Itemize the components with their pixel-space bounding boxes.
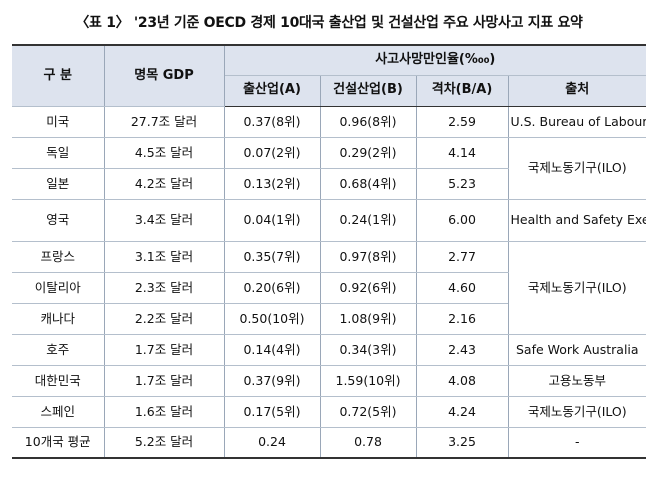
header-all-industry: 출산업(A) <box>224 75 321 107</box>
all-industry-cell: 0.13(2위) <box>223 168 321 200</box>
gdp-cell: 3.1조 달러 <box>103 241 225 273</box>
header-category: 구 분 <box>12 44 105 107</box>
gdp-cell: 2.3조 달러 <box>103 272 225 304</box>
header-source: 출처 <box>507 75 647 107</box>
source-cell: Safe Work Australia <box>507 334 647 366</box>
table-row: 캐나다 2.2조 달러 0.50(10위) 1.08(9위) 2.16 <box>12 303 646 335</box>
construction-cell: 0.34(3위) <box>319 334 417 366</box>
all-industry-cell: 0.37(8위) <box>223 106 321 138</box>
gdp-cell: 1.6조 달러 <box>103 396 225 428</box>
all-industry-cell: 0.50(10위) <box>223 303 321 335</box>
construction-cell: 1.59(10위) <box>319 365 417 397</box>
gdp-cell: 1.7조 달러 <box>103 365 225 397</box>
all-industry-cell: 0.14(4위) <box>223 334 321 366</box>
country-cell: 일본 <box>12 168 105 200</box>
gap-cell: 4.14 <box>415 137 509 169</box>
gap-cell: 2.77 <box>415 241 509 273</box>
gap-cell: 2.16 <box>415 303 508 335</box>
all-industry-cell: 0.04(1위) <box>223 199 321 242</box>
table-caption: 〈표 1〉 '23년 기준 OECD 경제 10대국 출산업 및 건설산업 주요… <box>75 15 583 31</box>
source-cell: 고용노동부 <box>507 365 647 397</box>
construction-cell: 1.08(9위) <box>319 303 417 335</box>
header-gdp: 명목 GDP <box>103 44 225 107</box>
country-cell: 영국 <box>12 199 105 242</box>
country-cell: 독일 <box>12 137 105 169</box>
table-row: 이탈리아 2.3조 달러 0.20(6위) 0.92(6위) 4.60 <box>12 272 646 304</box>
header-subrow: 출산업(A) 건설산업(B) 격차(B/A) 출처 <box>12 75 647 107</box>
all-industry-cell: 0.24 <box>223 427 321 459</box>
gap-cell: 2.43 <box>415 334 509 366</box>
header-construction: 건설산업(B) <box>319 75 417 107</box>
table-row: 독일 4.5조 달러 0.07(2위) 0.29(2위) 4.14 국제노동기구… <box>12 137 647 200</box>
country-cell: 대한민국 <box>12 365 105 397</box>
gap-cell: 6.00 <box>415 199 509 242</box>
gdp-cell: 4.5조 달러 <box>103 137 225 169</box>
table-row: 대한민국 1.7조 달러 0.37(9위) 1.59(10위) 4.08 고용노… <box>12 365 647 397</box>
construction-cell: 0.29(2위) <box>319 137 417 169</box>
gap-cell: 3.25 <box>415 427 509 459</box>
table-row: 스페인 1.6조 달러 0.17(5위) 0.72(5위) 4.24 국제노동기… <box>12 396 647 428</box>
table-row: 호주 1.7조 달러 0.14(4위) 0.34(3위) 2.43 Safe W… <box>12 334 647 366</box>
country-cell: 프랑스 <box>12 241 105 273</box>
table-row: 영국 3.4조 달러 0.04(1위) 0.24(1위) 6.00 Health… <box>12 199 647 242</box>
gap-cell: 4.24 <box>415 396 509 428</box>
all-industry-cell: 0.37(9위) <box>223 365 321 397</box>
table-row: 미국 27.7조 달러 0.37(8위) 0.96(8위) 2.59 U.S. … <box>12 106 647 138</box>
source-cell: 국제노동기구(ILO) <box>507 241 647 335</box>
average-row: 10개국 평균 5.2조 달러 0.24 0.78 3.25 - <box>12 427 647 459</box>
header-row: 구 분 명목 GDP 사고사망만인율(‱) <box>12 44 647 107</box>
construction-cell: 0.24(1위) <box>319 199 417 242</box>
all-industry-cell: 0.17(5위) <box>223 396 321 428</box>
header-gap: 격차(B/A) <box>415 75 509 107</box>
gdp-cell: 1.7조 달러 <box>103 334 225 366</box>
gap-cell: 4.60 <box>415 272 508 304</box>
country-cell: 스페인 <box>12 396 105 428</box>
source-cell: - <box>507 427 647 459</box>
gap-cell: 4.08 <box>415 365 509 397</box>
construction-cell: 0.68(4위) <box>319 168 417 200</box>
country-cell: 캐나다 <box>12 303 105 335</box>
gdp-cell: 5.2조 달러 <box>103 427 225 459</box>
all-industry-cell: 0.20(6위) <box>223 272 321 304</box>
gap-cell: 2.59 <box>415 106 509 138</box>
source-cell: 국제노동기구(ILO) <box>507 396 647 428</box>
source-cell: 국제노동기구(ILO) <box>507 137 647 200</box>
header-rate-group: 사고사망만인율(‱) <box>223 44 647 76</box>
table-row: 일본 4.2조 달러 0.13(2위) 0.68(4위) 5.23 <box>12 168 646 200</box>
all-industry-cell: 0.07(2위) <box>223 137 321 169</box>
gdp-cell: 2.2조 달러 <box>103 303 225 335</box>
source-cell: U.S. Bureau of Labour <box>507 106 647 138</box>
gap-cell: 5.23 <box>415 168 508 200</box>
gdp-cell: 27.7조 달러 <box>103 106 225 138</box>
construction-cell: 0.92(6위) <box>319 272 417 304</box>
construction-cell: 0.72(5위) <box>319 396 417 428</box>
table-row: 프랑스 3.1조 달러 0.35(7위) 0.97(8위) 2.77 국제노동기… <box>12 241 647 335</box>
construction-cell: 0.78 <box>319 427 417 459</box>
gdp-cell: 3.4조 달러 <box>103 199 225 242</box>
gdp-cell: 4.2조 달러 <box>103 168 225 200</box>
source-cell: Health and Safety Executive <box>507 199 647 242</box>
country-cell: 이탈리아 <box>12 272 105 304</box>
country-cell: 10개국 평균 <box>12 427 105 459</box>
all-industry-cell: 0.35(7위) <box>223 241 321 273</box>
construction-cell: 0.96(8위) <box>319 106 417 138</box>
fatality-indicator-table: 구 분 명목 GDP 사고사망만인율(‱) 출산업(A) 건설산업(B) 격차(… <box>12 44 647 459</box>
country-cell: 호주 <box>12 334 105 366</box>
construction-cell: 0.97(8위) <box>319 241 417 273</box>
country-cell: 미국 <box>12 106 105 138</box>
